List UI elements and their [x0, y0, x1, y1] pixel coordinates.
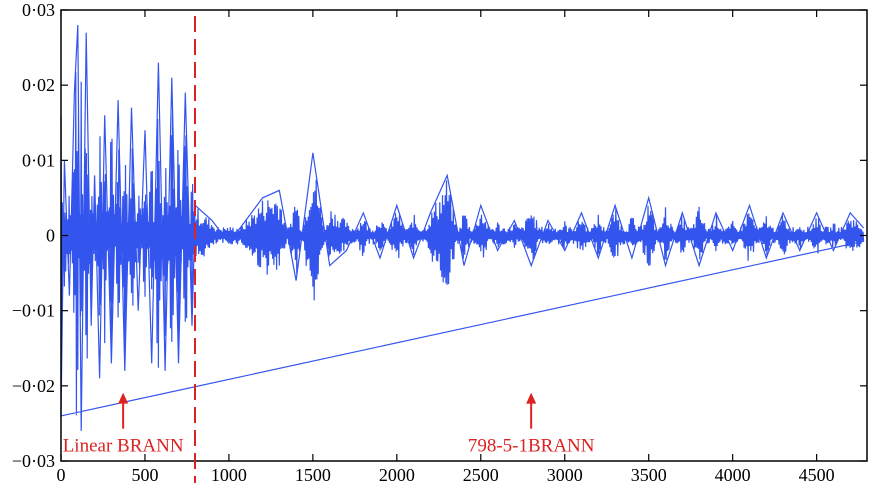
- annotation-arrowhead: [118, 392, 129, 404]
- x-tick-label: 0: [57, 465, 66, 485]
- annotations: Linear BRANN 798-5-1BRANN: [63, 392, 595, 457]
- y-axis: −0·03 −0·02 −0·01 0 0·01 0·02 0·03: [12, 0, 867, 471]
- annotation-label: Linear BRANN: [63, 436, 184, 457]
- signal-path: [60, 24, 865, 431]
- y-tick-label: 0: [46, 226, 55, 246]
- y-tick-label: −0·01: [12, 301, 55, 321]
- y-tick-label: −0·02: [12, 376, 55, 396]
- y-tick-label: 0·02: [22, 75, 55, 95]
- x-tick-label: 500: [131, 465, 158, 485]
- x-tick-label: 4000: [715, 465, 751, 485]
- x-tick-label: 2000: [379, 465, 415, 485]
- x-axis: 0 500 1000 1500 2000 2500 3000 3500 4000 4500: [57, 10, 835, 485]
- y-tick-label: 0·03: [22, 0, 55, 20]
- residual-signal-line: [60, 24, 865, 431]
- x-tick-label: 3000: [547, 465, 583, 485]
- y-tick-label: 0·01: [22, 150, 55, 170]
- x-tick-label: 2500: [463, 465, 499, 485]
- y-tick-label: −0·03: [12, 451, 55, 471]
- x-tick-label: 1000: [211, 465, 247, 485]
- annotation-label: 798-5-1BRANN: [468, 436, 595, 457]
- x-tick-label: 3500: [631, 465, 667, 485]
- x-tick-label: 4500: [799, 465, 835, 485]
- annotation-arrowhead: [526, 392, 537, 404]
- x-tick-label: 1500: [295, 465, 331, 485]
